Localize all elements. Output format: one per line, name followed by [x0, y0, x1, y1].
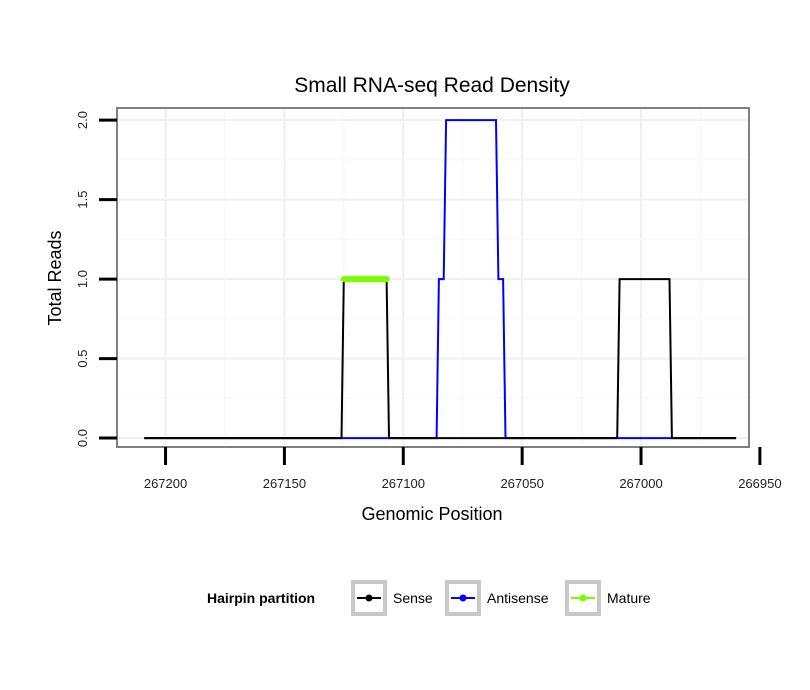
legend-dot-mature — [579, 594, 587, 602]
legend-dot-sense — [365, 594, 373, 602]
y-tick-label-0: 0.0 — [75, 429, 90, 447]
x-tick-label-5: 266950 — [738, 476, 781, 491]
y-tick-label-3: 1.5 — [75, 191, 90, 209]
legend-title: Hairpin partition — [207, 590, 315, 606]
x-tick-label-2: 267100 — [382, 476, 425, 491]
legend-dot-antisense — [459, 594, 467, 602]
legend-label-sense: Sense — [393, 590, 433, 606]
series-line-sense — [144, 278, 737, 440]
series-layer — [144, 119, 737, 440]
plot-panel-border — [116, 107, 750, 448]
legend-item-mature: Mature — [565, 580, 651, 616]
y-tick-label-1: 0.5 — [75, 350, 90, 368]
legend-label-antisense: Antisense — [487, 590, 549, 606]
x-axis-label: Genomic Position — [361, 504, 502, 524]
y-axis-label: Total Reads — [45, 230, 65, 325]
series-line-antisense — [144, 119, 737, 440]
x-tick-label-3: 267050 — [500, 476, 543, 491]
y-axis: 0.0 0.5 1.0 1.5 2.0 — [75, 111, 117, 447]
legend-item-antisense: Antisense — [445, 580, 549, 616]
y-tick-label-4: 2.0 — [75, 111, 90, 129]
y-tick-label-2: 1.0 — [75, 270, 90, 288]
x-tick-label-0: 267200 — [144, 476, 187, 491]
grid-lines — [118, 109, 748, 446]
x-axis: 267200 267150 267100 267050 267000 266950 — [144, 447, 782, 491]
legend-item-sense: Sense — [351, 580, 433, 616]
x-tick-label-1: 267150 — [263, 476, 306, 491]
x-tick-label-4: 267000 — [619, 476, 662, 491]
legend: Hairpin partition Sense Antisense Mature — [207, 580, 651, 616]
chart-title: Small RNA-seq Read Density — [294, 74, 570, 97]
legend-label-mature: Mature — [607, 590, 651, 606]
